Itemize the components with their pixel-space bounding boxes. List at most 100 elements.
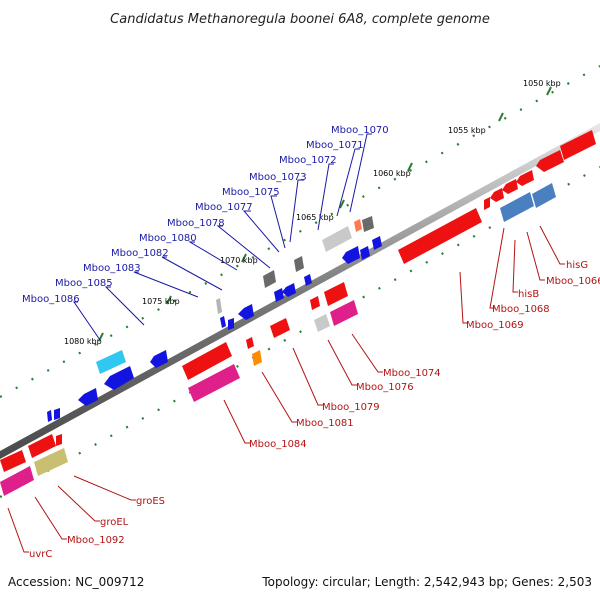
gene-arrow: [398, 208, 482, 264]
inner-scale-track: [0, 166, 600, 498]
tick-1075: [166, 295, 172, 305]
gene-label: Mboo_1072: [279, 155, 337, 166]
accession-text: Accession: NC_009712: [8, 575, 144, 589]
map-title: Candidatus Methanoregula boonei 6A8, com…: [110, 12, 490, 27]
gene-block: [263, 270, 276, 288]
gene-arrow: [150, 350, 168, 368]
kbp-label: 1065 kbp: [296, 213, 334, 222]
kbp-label: 1060 kbp: [373, 169, 411, 178]
tick-1055: [498, 112, 504, 122]
gene-arrow: [360, 246, 370, 260]
gene-arrow: [47, 410, 52, 422]
gene-label: Mboo_1074: [383, 368, 441, 379]
gene-arrow: [238, 304, 254, 320]
gene-block: [252, 350, 262, 366]
tick-1060: [407, 162, 413, 172]
gene-arrow: [502, 179, 518, 194]
kbp-label: 1075 kbp: [142, 297, 180, 306]
gene-arrow: [28, 434, 56, 458]
gene-block: [330, 300, 358, 326]
gene-arrow: [0, 450, 26, 472]
gene-arrow: [282, 283, 296, 297]
bottom-gene-labels: hisG Mboo_1066 hisB Mboo_1068 Mboo_1069 …: [29, 260, 600, 560]
gene-label: Mboo_1083: [83, 263, 141, 274]
gene-label: Mboo_1068: [492, 304, 550, 315]
kbp-labels: 1050 kbp 1055 kbp 1060 kbp 1065 kbp 1070…: [64, 79, 561, 346]
gene-block: [362, 216, 374, 232]
gene-arrow: [516, 170, 534, 186]
gene-label: Mboo_1084: [249, 439, 307, 450]
gene-label: hisG: [566, 260, 588, 271]
gene-arrow: [78, 388, 98, 406]
gene-label: Mboo_1081: [296, 418, 354, 429]
top-leader-lines: [73, 133, 372, 341]
gene-arrow: [342, 246, 360, 264]
gene-arrow: [484, 197, 490, 210]
gene-arrow: [220, 316, 226, 328]
tick-1070: [241, 253, 247, 263]
gene-label: Mboo_1076: [356, 382, 414, 393]
top-strand-genes: [47, 236, 382, 422]
gene-arrow: [274, 288, 284, 302]
gene-label: Mboo_1066: [546, 276, 600, 287]
gene-label: Mboo_1080: [139, 233, 197, 244]
gene-label: Mboo_1070: [331, 125, 389, 136]
gene-label: groES: [136, 496, 165, 507]
gene-arrow: [54, 408, 60, 420]
gene-arrow: [324, 282, 348, 306]
outer-scale-track: [0, 65, 600, 398]
top-strand-other-genes: [96, 216, 374, 374]
gene-arrow: [304, 274, 312, 286]
gene-label: groEL: [100, 517, 129, 528]
gene-block: [216, 298, 222, 314]
gene-arrow: [372, 236, 382, 250]
kbp-label: 1080 kbp: [64, 337, 102, 346]
gene-label: Mboo_1082: [111, 248, 169, 259]
kbp-label: 1070 kbp: [220, 256, 258, 265]
gene-block: [294, 256, 304, 272]
gene-label: uvrC: [29, 549, 52, 560]
tick-1050: [546, 86, 552, 96]
gene-block: [314, 314, 330, 332]
backbone-bar: [0, 123, 600, 459]
gene-block: [322, 226, 352, 252]
gene-arrow: [270, 318, 290, 338]
kbp-label: 1050 kbp: [523, 79, 561, 88]
gene-arrow: [228, 318, 234, 330]
gene-block: [0, 466, 34, 496]
gene-label: Mboo_1086: [22, 294, 80, 305]
gene-arrow: [310, 296, 320, 310]
bottom-strand-genes: [0, 130, 596, 496]
gene-block: [500, 192, 534, 222]
major-ticks: [98, 86, 552, 342]
gene-label: Mboo_1077: [195, 202, 253, 213]
gene-arrow: [246, 337, 254, 349]
gene-arrow: [560, 130, 596, 160]
gene-label: Mboo_1078: [167, 218, 225, 229]
gene-block: [532, 183, 556, 208]
gene-block: [34, 448, 68, 476]
gene-label: Mboo_1092: [67, 535, 125, 546]
gene-block: [354, 219, 362, 232]
genome-backbone: [0, 123, 600, 459]
gene-label: Mboo_1071: [306, 140, 364, 151]
gene-arrow: [536, 150, 564, 172]
gene-arrow: [490, 188, 504, 202]
gene-label: Mboo_1085: [55, 278, 113, 289]
gene-label: Mboo_1073: [249, 172, 307, 183]
gene-label: Mboo_1075: [222, 187, 280, 198]
gene-block: [188, 364, 240, 402]
scale-tracks: [0, 65, 600, 498]
gene-label: hisB: [518, 289, 539, 300]
genome-summary-text: Topology: circular; Length: 2,542,943 bp…: [261, 575, 592, 589]
gene-arrow: [182, 342, 232, 380]
bottom-leader-lines: [7, 225, 565, 553]
gene-arrow: [104, 366, 134, 390]
tick-1065: [339, 199, 345, 209]
kbp-label: 1055 kbp: [448, 126, 486, 135]
gene-arrow: [56, 434, 62, 446]
top-gene-labels: Mboo_1070 Mboo_1071 Mboo_1072 Mboo_1073 …: [22, 125, 389, 305]
gene-block: [96, 350, 126, 374]
